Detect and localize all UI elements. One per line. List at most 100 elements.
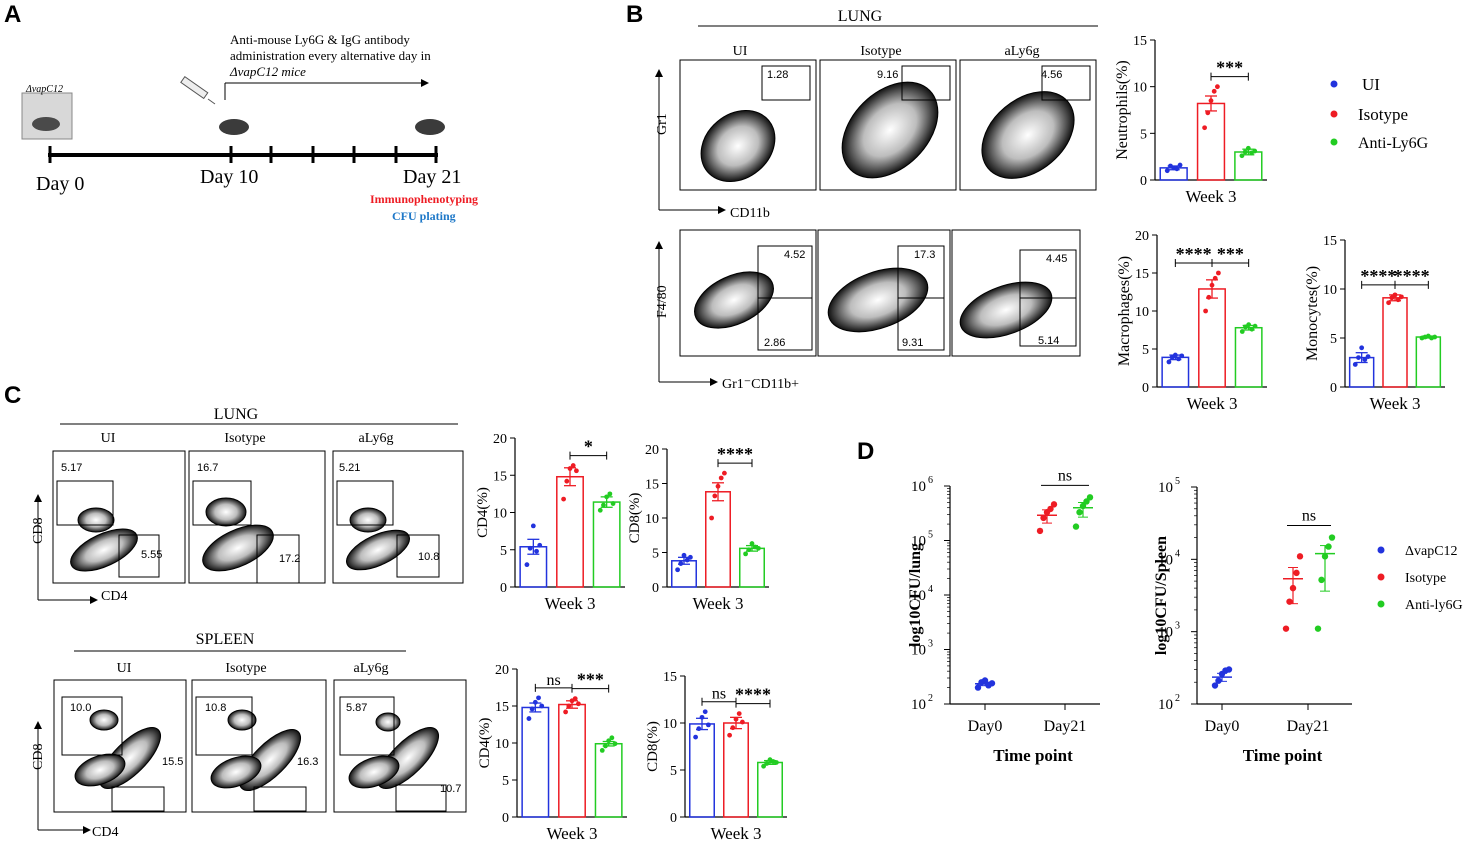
bar-anti-ly6g [757, 761, 783, 818]
flow-plot-f480-ui: 4.52 2.86 [679, 229, 817, 357]
data-point [526, 716, 532, 721]
y-tick-label: 10 [1158, 552, 1173, 568]
antibody-note-line1: Anti-mouse Ly6G & IgG antibody [230, 32, 410, 47]
panel-c: C LUNG UI Isotype aLy6g 5.17 5.55 16.7 1… [4, 382, 467, 840]
data-point [1166, 359, 1172, 365]
y-tick-label: 15 [493, 469, 507, 484]
data-point [603, 743, 608, 749]
significance-label: *** [1216, 58, 1243, 78]
data-point [756, 545, 761, 551]
gate-value: 5.21 [339, 462, 360, 474]
y-tick-label: 0 [502, 811, 509, 826]
y-tick-label: 20 [495, 663, 509, 678]
immunophenotyping-label: Immunophenotyping [370, 192, 478, 206]
data-point [529, 706, 535, 712]
data-point [1076, 509, 1083, 516]
data-point [709, 515, 714, 521]
data-point [1215, 677, 1222, 684]
data-point [606, 738, 612, 744]
data-point [974, 684, 982, 691]
c-spleen-col-aly6g: aLy6g [354, 661, 389, 676]
y-tick-label: 10 [911, 643, 926, 659]
c-lung-col-aly6g: aLy6g [359, 431, 394, 446]
y-tick-label: 0 [652, 581, 659, 596]
y-tick-label: 15 [663, 670, 677, 685]
y-tick-label: 15 [645, 478, 659, 493]
data-point [566, 703, 572, 709]
y-axis-title: log10CFU/Spleen [1153, 536, 1170, 655]
b-y-label-f480: F4/80 [655, 285, 670, 318]
data-point [524, 562, 530, 568]
data-point [1282, 625, 1290, 632]
x-axis-title: Week 3 [1186, 394, 1237, 413]
data-point [702, 709, 708, 715]
data-point [576, 701, 581, 707]
gate-value: 5.17 [61, 462, 82, 474]
data-point [1036, 527, 1044, 535]
x-axis-title: Week 3 [1185, 187, 1236, 206]
c-y-label-1: CD8 [31, 518, 46, 544]
flow-plot-spleen-isotype: 10.8 16.3 [191, 679, 327, 813]
panel-b-title: LUNG [838, 8, 883, 25]
y-tick-exponent: 5 [1175, 476, 1180, 487]
flow-plot-spleen-aly6g: 5.87 10.7 [333, 679, 467, 813]
y-tick-exponent: 5 [928, 530, 933, 541]
bar-isotype [558, 703, 586, 818]
b-col-ui: UI [733, 44, 748, 59]
y-tick-label: 0 [670, 811, 677, 826]
gate-value: 10.8 [418, 551, 439, 563]
data-point [1206, 294, 1212, 300]
chart-spleen_cd4: 0 5 10 15 20 CD4(%) Week 3 ns *** [477, 663, 627, 843]
gate-value: 1.28 [767, 69, 788, 81]
data-point [746, 547, 752, 553]
y-tick-label: 5 [500, 544, 507, 559]
significance-label: **** [717, 444, 753, 464]
data-point [693, 734, 698, 740]
data-point [610, 501, 616, 506]
x-axis-title: Week 3 [546, 824, 597, 843]
gate-value: 5.87 [346, 702, 367, 714]
data-point [1392, 292, 1398, 298]
data-point [1208, 98, 1214, 104]
chart-monocytes: 0 5 10 15 Monocytes(%) Week 3 ******** [1304, 234, 1445, 413]
significance-label: **** [1394, 266, 1430, 286]
gate-value: 5.14 [1038, 335, 1059, 347]
data-point [688, 554, 693, 560]
y-tick-label: 5 [1330, 332, 1337, 347]
data-point [740, 719, 745, 725]
syringe-icon [180, 75, 216, 105]
y-tick-exponent: 3 [1175, 621, 1180, 632]
c-y-label-2: CD8 [31, 744, 46, 770]
y-tick-exponent: 2 [1175, 693, 1180, 704]
significance-label: ns [1302, 508, 1316, 525]
data-point [1362, 357, 1368, 362]
bar-anti-ly6g [1234, 326, 1263, 388]
y-tick-label: 10 [495, 737, 509, 752]
bar-anti-ly6g [594, 742, 623, 818]
y-axis-title: Monocytes(%) [1304, 266, 1321, 361]
y-tick-label: 15 [1133, 34, 1147, 49]
legend-d-dot-antily6g [1377, 600, 1385, 608]
gate-value: 16.7 [197, 462, 218, 474]
gate-value: 15.5 [162, 756, 183, 768]
data-point [1314, 625, 1322, 632]
data-point [743, 551, 748, 557]
data-point [675, 567, 680, 573]
data-point [1245, 145, 1251, 151]
legend-d-isotype: Isotype [1405, 571, 1446, 586]
x-tick-label: Day0 [1205, 718, 1240, 735]
y-tick-label: 15 [495, 700, 509, 715]
data-point [774, 760, 779, 765]
significance-label: ns [712, 686, 726, 703]
y-tick-label: 5 [1140, 127, 1147, 142]
chart-lung_cd8: 0 5 10 15 20 CD8(%) Week 3 **** [627, 443, 769, 613]
data-point [696, 726, 702, 732]
data-point [564, 478, 570, 484]
legend-d-dot-isotype [1377, 573, 1385, 581]
significance-label: **** [1176, 244, 1212, 264]
data-point [1202, 125, 1207, 131]
y-axis-title: Macrophages(%) [1116, 256, 1133, 366]
data-point [678, 561, 684, 566]
